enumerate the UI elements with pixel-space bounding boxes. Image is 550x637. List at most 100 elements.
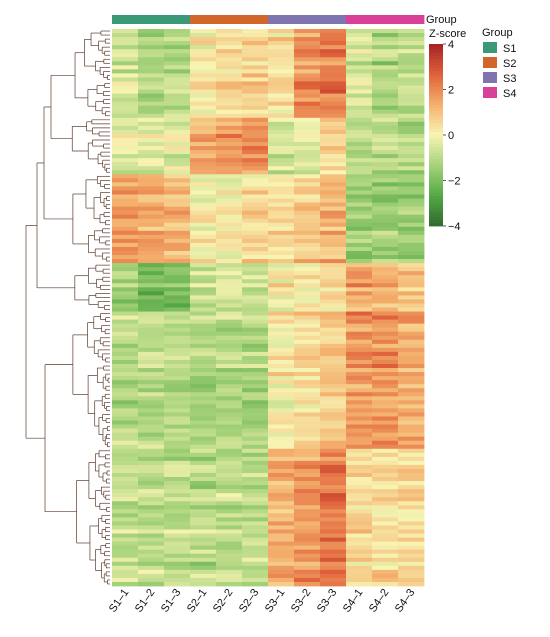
heatmap-cell <box>398 283 425 288</box>
heatmap-cell <box>320 537 347 543</box>
group-annotation-cell <box>216 15 243 24</box>
heatmap-cell <box>294 432 321 438</box>
colorbar-segment <box>429 53 443 57</box>
heatmap-cell <box>216 121 243 127</box>
heatmap-cell <box>138 464 165 470</box>
heatmap-cell <box>372 129 399 135</box>
group-annotation-cell <box>346 15 373 24</box>
heatmap-cell <box>268 420 295 425</box>
heatmap-cell <box>112 477 139 482</box>
heatmap-cell <box>190 525 217 530</box>
heatmap-cell <box>372 93 399 99</box>
heatmap-cell <box>372 81 399 86</box>
heatmap-cell <box>398 73 425 78</box>
heatmap-cell <box>346 497 373 502</box>
heatmap-cell <box>138 133 165 139</box>
heatmap-cell <box>398 93 425 99</box>
heatmap-cell <box>346 424 373 429</box>
heatmap-cell <box>138 146 165 151</box>
heatmap-cell <box>242 287 269 292</box>
heatmap-cell <box>164 420 191 425</box>
heatmap-cell <box>112 396 139 401</box>
heatmap-cell <box>216 545 243 551</box>
heatmap-cell <box>346 154 373 159</box>
heatmap-cell <box>138 218 165 224</box>
colorbar-title: Z-score <box>429 28 466 40</box>
heatmap-cell <box>138 493 165 498</box>
heatmap-cell <box>112 581 139 587</box>
heatmap-cell <box>190 93 217 99</box>
heatmap-cell <box>164 182 191 187</box>
heatmap-cell <box>294 142 321 147</box>
heatmap-cell <box>190 569 217 575</box>
heatmap-cell <box>216 565 243 571</box>
heatmap-cell <box>242 121 269 127</box>
colorbar-segment <box>429 153 443 157</box>
heatmap-cell <box>216 392 243 397</box>
heatmap-cell <box>164 194 191 199</box>
heatmap-cell <box>242 133 269 139</box>
heatmap-cell <box>398 210 425 216</box>
heatmap-cell <box>242 154 269 159</box>
heatmap-cell <box>138 307 165 312</box>
heatmap-cell <box>112 513 139 518</box>
heatmap-cell <box>164 581 191 587</box>
heatmap-cell <box>320 81 347 86</box>
heatmap-cell <box>372 557 399 563</box>
heatmap-cell <box>216 549 243 555</box>
heatmap-cell <box>216 299 243 304</box>
heatmap-cell <box>216 255 243 260</box>
heatmap-cell <box>398 355 425 361</box>
heatmap-cell <box>346 517 373 522</box>
heatmap-cell <box>164 497 191 502</box>
heatmap-cell <box>346 440 373 446</box>
heatmap-cell <box>112 384 139 389</box>
colorbar-segment <box>429 213 443 218</box>
heatmap-cell <box>372 49 399 54</box>
heatmap-cell <box>138 549 165 555</box>
heatmap-cell <box>346 194 373 199</box>
heatmap-cell <box>164 166 191 171</box>
heatmap-cell <box>268 142 295 147</box>
heatmap-cell <box>268 372 295 377</box>
heatmap-cell <box>216 573 243 579</box>
heatmap-cell <box>216 384 243 389</box>
heatmap-cell <box>294 287 321 292</box>
heatmap-cell <box>164 331 191 337</box>
heatmap-cell <box>372 214 399 220</box>
heatmap-cell <box>164 573 191 579</box>
heatmap-cell <box>372 162 399 167</box>
heatmap-cell <box>216 186 243 191</box>
heatmap-cell <box>190 146 217 151</box>
heatmap-cell <box>112 291 139 296</box>
heatmap-cell <box>164 255 191 260</box>
heatmap-cell <box>112 214 139 220</box>
heatmap-cell <box>346 557 373 563</box>
heatmap-cell <box>216 343 243 349</box>
heatmap-cell <box>320 428 347 434</box>
heatmap-cell <box>138 137 165 143</box>
heatmap-cell <box>164 501 191 506</box>
heatmap-cell <box>190 154 217 159</box>
heatmap-cell <box>190 178 217 183</box>
heatmap-cell <box>242 85 269 90</box>
heatmap-cell <box>242 553 269 559</box>
heatmap-cell <box>320 275 347 280</box>
heatmap-cell <box>294 372 321 377</box>
heatmap-cell <box>138 468 165 474</box>
heatmap-cell <box>164 372 191 377</box>
heatmap-cell <box>294 468 321 474</box>
heatmap-cell <box>216 275 243 280</box>
heatmap-cell <box>294 129 321 135</box>
heatmap-cell <box>294 424 321 429</box>
heatmap-cell <box>242 376 269 381</box>
heatmap-cell <box>190 428 217 434</box>
colorbar-segment <box>429 44 443 48</box>
heatmap-cell <box>294 45 321 50</box>
heatmap-cell <box>138 283 165 288</box>
heatmap-cell <box>268 33 295 38</box>
heatmap-cell <box>190 436 217 442</box>
heatmap-cell <box>138 359 165 365</box>
heatmap-cell <box>372 380 399 385</box>
